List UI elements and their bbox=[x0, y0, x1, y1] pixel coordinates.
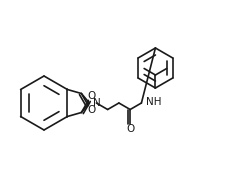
Text: NH: NH bbox=[146, 97, 162, 107]
Text: N: N bbox=[93, 98, 101, 108]
Text: O: O bbox=[87, 91, 96, 101]
Text: O: O bbox=[87, 105, 96, 115]
Text: O: O bbox=[126, 123, 134, 134]
